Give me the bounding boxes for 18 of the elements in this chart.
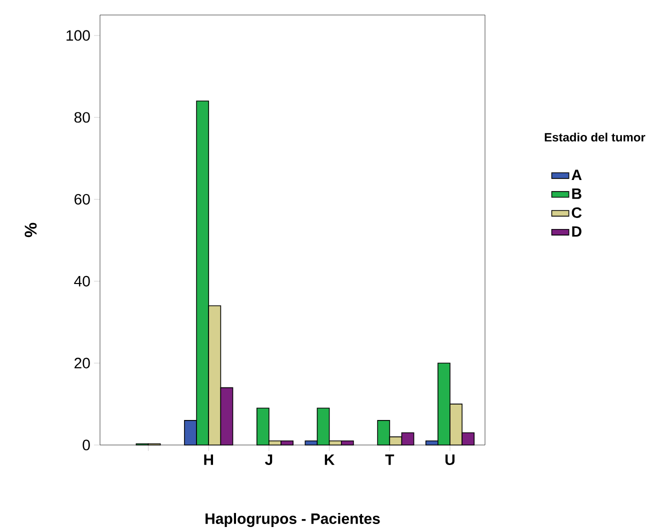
x-axis-title: Haplogrupos - Pacientes: [206, 512, 380, 528]
legend-label: C: [572, 207, 582, 218]
legend-label: A: [572, 170, 582, 180]
legend-label: B: [572, 188, 582, 199]
x-tick-label: T: [385, 454, 394, 465]
y-tick-label: 60: [74, 194, 90, 205]
x-tick-label: K: [324, 454, 335, 465]
x-tick-label: J: [265, 454, 272, 465]
y-tick-label: 20: [74, 358, 90, 368]
legend-label: D: [572, 226, 582, 237]
legend-title: Estadio del tumor: [544, 132, 646, 142]
y-axis-title: %: [24, 222, 37, 238]
y-tick-label: 100: [66, 30, 90, 41]
x-tick-label: H: [204, 454, 214, 465]
y-tick-label: 0: [82, 440, 90, 450]
x-tick-label: U: [445, 454, 454, 465]
y-tick-label: 80: [74, 112, 90, 123]
y-tick-label: 40: [74, 276, 90, 286]
